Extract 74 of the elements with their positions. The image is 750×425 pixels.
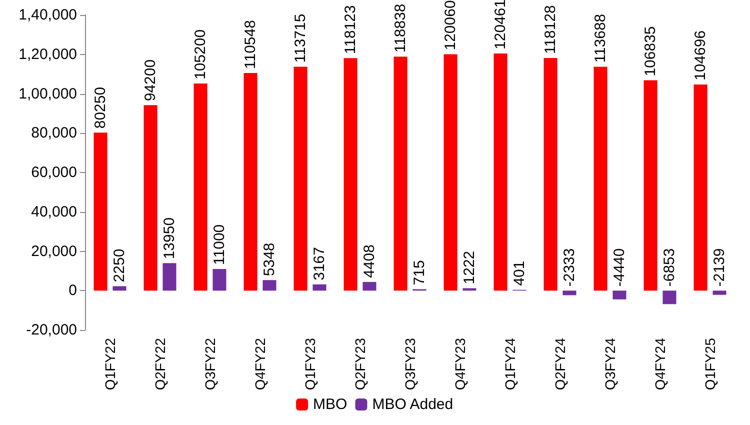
data-label: 104696 bbox=[692, 30, 710, 81]
data-label: 11000 bbox=[210, 224, 228, 265]
bar bbox=[144, 105, 158, 291]
bar bbox=[244, 72, 258, 291]
data-label: 106835 bbox=[642, 26, 660, 76]
x-tick-label: Q3FY23 bbox=[402, 338, 418, 390]
bar bbox=[494, 53, 508, 291]
x-tick-label: Q4FY24 bbox=[652, 338, 668, 390]
data-label: 2250 bbox=[110, 248, 128, 282]
data-label: 120060 bbox=[442, 0, 460, 50]
data-label: 3167 bbox=[310, 247, 328, 280]
bar bbox=[212, 268, 226, 291]
data-label: 4408 bbox=[360, 244, 378, 278]
data-label: -6853 bbox=[660, 248, 678, 287]
y-tick-label: 20,000 bbox=[31, 242, 77, 260]
data-label: 118838 bbox=[392, 4, 410, 53]
bar bbox=[694, 84, 708, 291]
bar bbox=[444, 54, 458, 291]
legend-label: MBO bbox=[313, 396, 348, 413]
bar bbox=[344, 58, 358, 291]
bar bbox=[594, 66, 608, 291]
x-tick-label: Q3FY24 bbox=[602, 338, 618, 390]
bar bbox=[294, 66, 308, 291]
data-label: 80250 bbox=[92, 86, 110, 129]
bar bbox=[194, 84, 208, 291]
x-tick-label: Q1FY23 bbox=[302, 338, 318, 390]
data-label: -2139 bbox=[710, 248, 728, 287]
y-tick-label: 40,000 bbox=[31, 203, 77, 220]
data-label: 120461 bbox=[492, 0, 510, 50]
x-tick-label: Q1FY22 bbox=[102, 338, 118, 390]
bar bbox=[644, 80, 658, 291]
data-label: 1222 bbox=[460, 250, 478, 284]
bar bbox=[394, 56, 408, 291]
bar bbox=[462, 288, 476, 291]
bar bbox=[712, 290, 726, 295]
x-tick-label: Q2FY24 bbox=[552, 338, 568, 390]
data-label: 105200 bbox=[192, 29, 210, 80]
data-label: -2333 bbox=[560, 248, 578, 287]
bar bbox=[162, 263, 176, 291]
bar bbox=[662, 290, 676, 304]
data-label: 401 bbox=[510, 260, 528, 286]
y-tick-label: 80,000 bbox=[31, 124, 77, 142]
x-tick-label: Q3FY22 bbox=[202, 338, 218, 390]
y-tick-label: 1,20,000 bbox=[18, 46, 77, 63]
data-label: 5348 bbox=[260, 242, 278, 276]
data-label: 94200 bbox=[142, 59, 160, 102]
bar bbox=[362, 282, 376, 291]
bar bbox=[312, 284, 326, 291]
data-label: 113688 bbox=[592, 14, 610, 63]
x-tick-label: Q1FY24 bbox=[502, 338, 518, 390]
bar bbox=[544, 58, 558, 291]
y-tick-label: 1,00,000 bbox=[18, 85, 77, 102]
y-tick-label: -20,000 bbox=[26, 322, 77, 338]
bar bbox=[562, 290, 576, 296]
y-tick-label: 1,40,000 bbox=[18, 6, 77, 24]
legend-label: MBO Added bbox=[372, 396, 454, 413]
y-tick-label: 60,000 bbox=[31, 164, 77, 181]
data-label: 118128 bbox=[542, 5, 560, 54]
x-tick-label: Q1FY25 bbox=[702, 338, 718, 390]
data-label: 110548 bbox=[242, 20, 260, 69]
x-tick-label: Q2FY22 bbox=[152, 338, 168, 390]
data-label: 118123 bbox=[342, 5, 360, 54]
bar bbox=[612, 290, 626, 300]
x-tick-label: Q2FY23 bbox=[352, 338, 368, 390]
data-label: 715 bbox=[410, 260, 428, 286]
y-tick-label: 0 bbox=[68, 282, 77, 300]
data-label: 113715 bbox=[292, 14, 310, 63]
x-tick-label: Q4FY23 bbox=[452, 338, 468, 390]
bar bbox=[94, 132, 108, 291]
bar bbox=[112, 286, 126, 291]
data-label: -4440 bbox=[610, 248, 628, 287]
data-label: 13950 bbox=[160, 217, 178, 260]
bar bbox=[262, 280, 276, 291]
x-tick-label: Q4FY22 bbox=[252, 338, 268, 390]
